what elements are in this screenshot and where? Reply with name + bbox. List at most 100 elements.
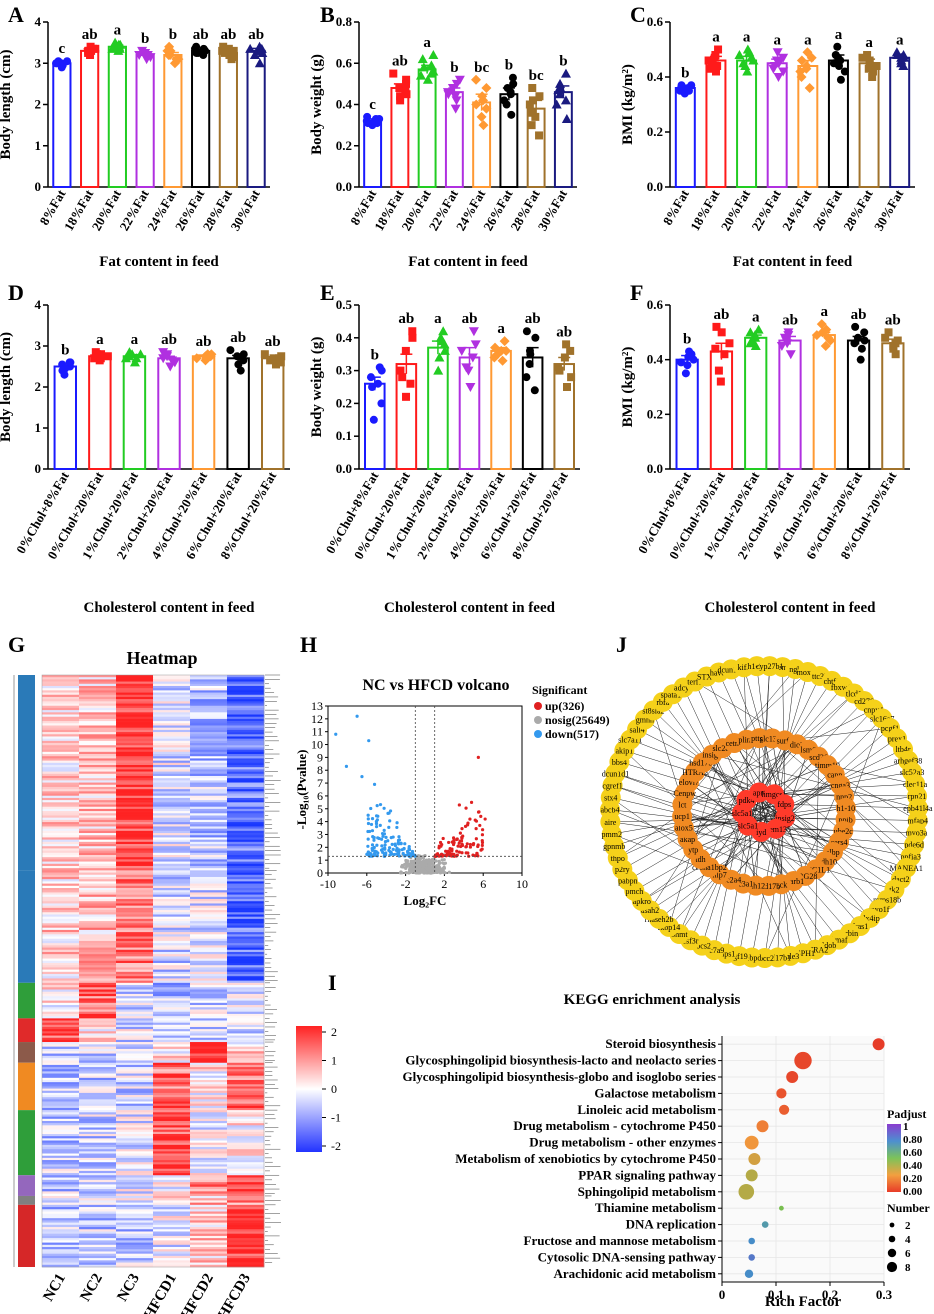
- heat-cell: [227, 1125, 265, 1128]
- heat-cell: [79, 1105, 117, 1109]
- heat-cell: [190, 701, 228, 704]
- heat-cell: [190, 954, 228, 957]
- heat-cell: [42, 679, 80, 682]
- heat-cell: [79, 1204, 117, 1208]
- x-axis-label: Fat content in feed: [408, 254, 528, 270]
- heat-cell: [79, 927, 117, 931]
- data-point: [415, 70, 426, 80]
- heat-cell: [227, 1097, 265, 1100]
- heat-cell: [116, 938, 154, 942]
- term-label: Drug metabolism - other enzymes: [529, 1135, 716, 1150]
- up-point: [464, 851, 468, 855]
- bar: [812, 334, 836, 471]
- heat-cell: [79, 1218, 117, 1221]
- data-point: [530, 386, 539, 395]
- heat-cell: [190, 899, 228, 902]
- heat-cell: [79, 1110, 117, 1113]
- node-label: nnp2: [836, 792, 852, 801]
- heat-cell: [42, 940, 80, 944]
- heat-cell: [79, 1189, 117, 1192]
- heat-cell: [79, 954, 117, 957]
- node-label: abcc2: [755, 954, 774, 963]
- heat-cell: [153, 1011, 191, 1015]
- heat-cell: [79, 833, 117, 836]
- up-point: [480, 843, 484, 847]
- kegg-title: KEGG enrichment analysis: [564, 992, 741, 1008]
- heat-cell: [116, 965, 154, 968]
- heat-cell: [116, 784, 154, 788]
- heat-cell: [116, 754, 154, 757]
- down-point: [380, 844, 384, 848]
- heat-cell: [227, 1020, 265, 1023]
- nosig-point: [429, 871, 433, 875]
- heat-cell: [153, 1071, 191, 1074]
- heat-cell: [116, 800, 154, 803]
- data-point: [891, 350, 900, 359]
- heat-cell: [190, 1164, 228, 1167]
- heat-cell: [79, 1264, 117, 1268]
- heat-cell: [42, 767, 80, 770]
- data-point: [522, 373, 531, 382]
- legend-marker: [534, 716, 542, 724]
- heat-cell: [79, 879, 117, 882]
- heat-cell: [190, 734, 228, 737]
- down-point: [375, 854, 379, 858]
- heat-cell: [153, 710, 191, 713]
- heat-cell: [190, 1253, 228, 1257]
- heat-cell: [190, 965, 228, 968]
- heat-cell: [190, 729, 228, 733]
- column-label: HFCD3: [215, 1271, 254, 1314]
- nosig-point: [416, 870, 421, 874]
- heat-cell: [116, 677, 154, 680]
- heat-cell: [153, 938, 191, 942]
- x-tick-label: 2: [441, 877, 447, 891]
- heat-cell: [153, 833, 191, 836]
- heat-cell: [227, 681, 265, 685]
- heat-cell: [79, 815, 117, 818]
- heat-cell: [79, 1162, 117, 1165]
- node-label: erbin: [842, 929, 858, 938]
- heat-cell: [190, 914, 228, 917]
- data-point: [742, 66, 753, 76]
- heat-cell: [79, 1031, 117, 1034]
- heat-cell: [79, 998, 117, 1001]
- node-label: ube2c: [834, 827, 854, 836]
- heat-cell: [153, 773, 191, 777]
- nosig-point: [442, 862, 446, 866]
- heat-cell: [190, 1258, 228, 1261]
- heat-cell: [153, 1186, 191, 1190]
- heat-cell: [79, 808, 117, 812]
- heat-cell: [190, 1191, 228, 1194]
- data-point: [706, 64, 715, 73]
- size-legend-label: 4: [905, 1234, 911, 1246]
- node-label: cnga3: [831, 781, 850, 790]
- heat-cell: [42, 1198, 80, 1201]
- heat-cell: [153, 727, 191, 731]
- heat-cell: [190, 1058, 228, 1061]
- down-point: [370, 846, 374, 851]
- node-label: fbxw10: [831, 683, 855, 692]
- heat-cell: [79, 1149, 117, 1152]
- data-point: [712, 67, 721, 76]
- edge: [683, 817, 786, 829]
- heat-cell: [79, 1224, 117, 1228]
- heat-cell: [79, 903, 117, 906]
- y-tick-label: 3: [317, 827, 323, 841]
- heat-cell: [153, 1055, 191, 1059]
- heat-cell: [79, 850, 117, 854]
- heat-cell: [227, 863, 265, 867]
- heat-cell: [227, 791, 265, 794]
- node-label: slc2a5: [712, 744, 732, 753]
- node-label: terf1: [687, 678, 702, 687]
- node-label: capn: [827, 771, 842, 780]
- node-label: slc3a1: [733, 880, 753, 889]
- y-tick-label: 0.4: [336, 97, 353, 112]
- heat-cell: [227, 956, 265, 959]
- heat-cell: [227, 740, 265, 744]
- y-tick-label: 0: [35, 461, 42, 476]
- data-point: [856, 355, 865, 364]
- heat-cell: [153, 876, 191, 880]
- heat-cell: [190, 1112, 228, 1115]
- heat-cell: [153, 850, 191, 854]
- heat-cell: [79, 712, 117, 715]
